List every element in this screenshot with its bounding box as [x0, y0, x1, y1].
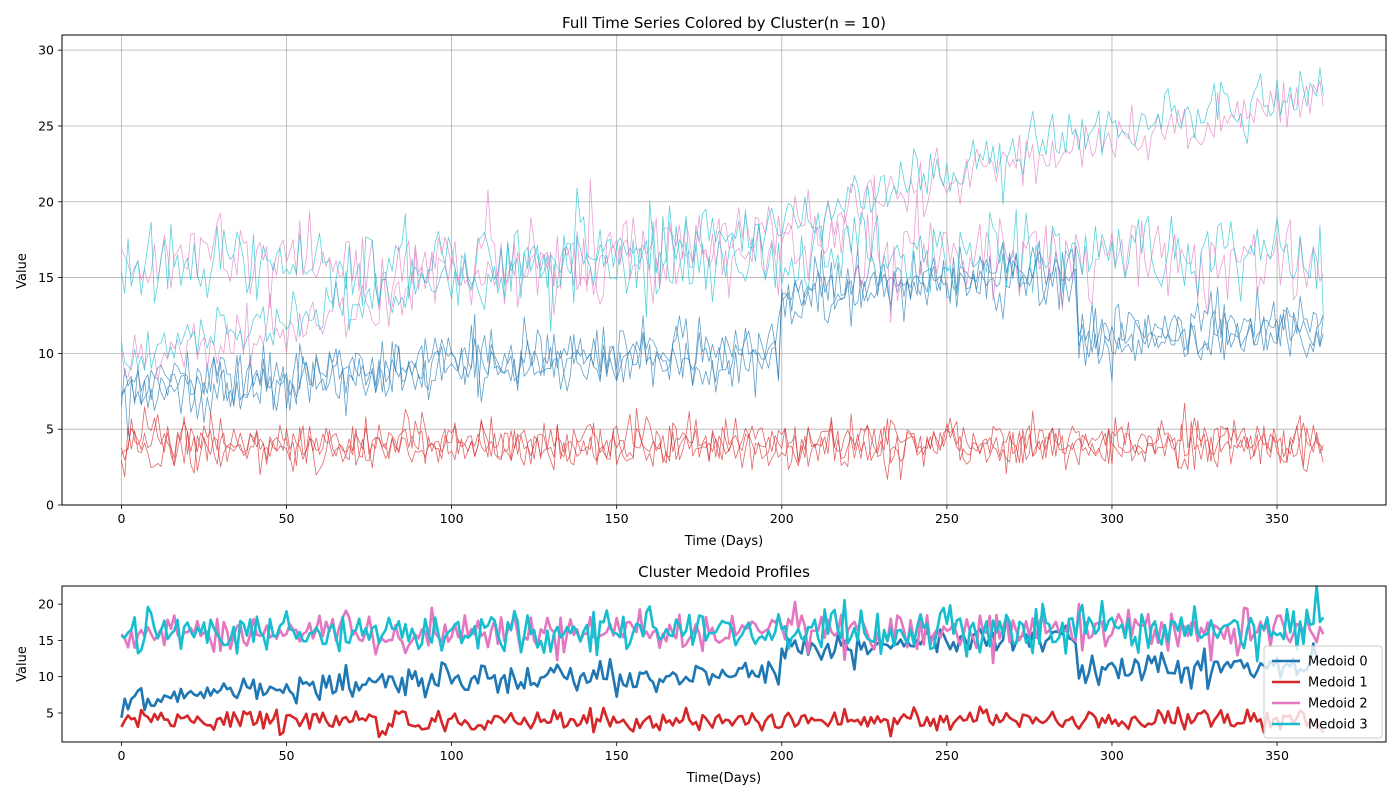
top-y-tick-label: 0 [46, 498, 54, 513]
top-y-ticks: 0 5 10 15 20 25 30 [38, 43, 62, 513]
series-line-cluster-1 [121, 406, 1324, 472]
top-x-tick-label: 50 [279, 511, 295, 526]
legend-label-2: Medoid 2 [1308, 697, 1368, 712]
bottom-y-ticks: 5 10 15 20 [38, 597, 62, 720]
bottom-series-lines [120, 586, 1325, 739]
series-line-cluster-3 [121, 67, 1324, 371]
bottom-y-tick-label: 5 [46, 705, 54, 720]
top-chart-title: Full Time Series Colored by Cluster(n = … [562, 14, 886, 32]
top-y-tick-label: 10 [38, 346, 54, 361]
top-x-tick-label: 0 [117, 511, 125, 526]
bottom-x-ticks: 0 50 100 150 200 250 300 350 [117, 742, 1289, 763]
bottom-x-tick-label: 150 [605, 748, 629, 763]
bottom-y-tick-label: 10 [38, 669, 54, 684]
top-series-lines [121, 67, 1324, 481]
top-y-tick-label: 25 [38, 118, 54, 133]
series-line-cluster-2 [121, 174, 1324, 328]
medoid-line-3 [120, 586, 1325, 663]
bottom-y-axis-label: Value [15, 646, 30, 682]
legend-label-0: Medoid 0 [1308, 655, 1368, 670]
bottom-x-axis-label: Time(Days) [686, 771, 761, 786]
bottom-chart: 0 50 100 150 200 250 300 350 5 10 15 20 Cluster Me… [15, 563, 1387, 786]
top-x-ticks: 0 50 100 150 200 250 300 350 [117, 505, 1289, 526]
bottom-x-tick-label: 0 [117, 748, 125, 763]
top-y-tick-label: 5 [46, 422, 54, 437]
top-plot-frame [61, 34, 1387, 506]
top-x-axis-label: Time (Days) [684, 534, 764, 549]
bottom-x-tick-label: 100 [440, 748, 464, 763]
bottom-x-tick-label: 50 [279, 748, 295, 763]
bottom-y-tick-label: 20 [38, 597, 54, 612]
bottom-chart-title: Cluster Medoid Profiles [638, 563, 810, 581]
top-x-tick-label: 150 [605, 511, 629, 526]
medoid-line-0 [120, 615, 1325, 719]
bottom-x-tick-label: 300 [1100, 748, 1124, 763]
top-x-tick-label: 250 [935, 511, 959, 526]
top-x-tick-label: 350 [1265, 511, 1289, 526]
bottom-x-tick-label: 350 [1265, 748, 1289, 763]
series-line-cluster-3 [121, 187, 1324, 333]
top-y-tick-label: 20 [38, 194, 54, 209]
top-chart: 0 50 100 150 200 250 300 350 0 5 10 15 20 25 30 Full … [15, 14, 1387, 549]
top-y-tick-label: 15 [38, 270, 54, 285]
top-y-axis-label: Value [15, 253, 30, 289]
bottom-x-tick-label: 250 [935, 748, 959, 763]
series-line-cluster-0 [121, 246, 1324, 420]
bottom-y-tick-label: 15 [38, 633, 54, 648]
bottom-x-tick-label: 200 [770, 748, 794, 763]
legend-box [1263, 645, 1383, 739]
legend-label-3: Medoid 3 [1308, 718, 1368, 733]
series-line-cluster-0 [121, 240, 1324, 413]
medoid-line-1 [120, 705, 1325, 739]
top-x-tick-label: 200 [770, 511, 794, 526]
top-y-tick-label: 30 [38, 43, 54, 58]
top-x-tick-label: 300 [1100, 511, 1124, 526]
bottom-plot-frame [61, 585, 1387, 743]
legend-label-1: Medoid 1 [1308, 676, 1368, 691]
legend: Medoid 0 Medoid 1 Medoid 2 Medoid 3 [1263, 645, 1383, 739]
series-line-cluster-1 [121, 402, 1324, 480]
top-x-tick-label: 100 [440, 511, 464, 526]
